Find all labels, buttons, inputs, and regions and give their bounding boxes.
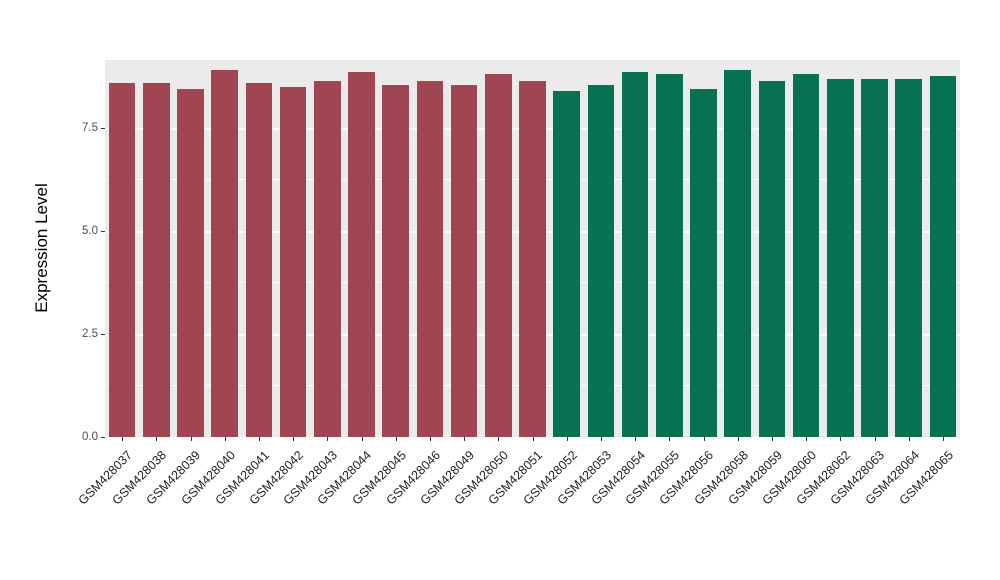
bar-GSM428049: [450, 84, 478, 437]
bar-GSM428054: [621, 72, 649, 437]
x-tick-mark: [293, 437, 295, 441]
bar-GSM428039: [177, 88, 204, 437]
bar-GSM428059: [758, 80, 786, 437]
bar-GSM428052: [553, 90, 581, 437]
bar-GSM428042: [279, 86, 307, 437]
bar-GSM428038: [142, 82, 170, 437]
y-tick-mark: [101, 230, 105, 232]
y-tick-label: 2.5: [82, 327, 98, 340]
plot-panel: [105, 60, 960, 439]
y-tick-mark: [101, 437, 105, 438]
bar-GSM428051: [519, 80, 546, 437]
y-tick-mark: [101, 333, 105, 335]
bar-GSM428043: [313, 80, 341, 437]
y-tick-label: 0.0: [82, 431, 98, 443]
bar-GSM428053: [587, 84, 615, 437]
x-tick-mark: [908, 437, 910, 441]
x-tick-mark: [258, 437, 260, 441]
bar-GSM428046: [416, 80, 444, 437]
y-tick-label: 5.0: [82, 224, 98, 237]
bar-GSM428045: [382, 84, 410, 437]
x-tick-mark: [840, 437, 842, 441]
x-tick-mark: [224, 437, 226, 441]
y-tick-label: 7.5: [82, 121, 98, 134]
x-tick-mark: [429, 437, 431, 441]
x-tick-mark: [532, 437, 534, 441]
bar-GSM428062: [826, 78, 854, 437]
x-tick-mark: [806, 437, 808, 441]
bar-GSM428041: [245, 82, 273, 437]
x-tick-mark: [600, 437, 602, 441]
bar-GSM428040: [211, 70, 239, 437]
bar-GSM428063: [861, 78, 888, 437]
x-tick-mark: [703, 437, 705, 441]
y-tick-mark: [101, 127, 105, 129]
x-tick-mark: [737, 437, 739, 441]
x-tick-mark: [327, 437, 329, 441]
x-tick-mark: [498, 437, 500, 441]
bar-GSM428065: [929, 76, 957, 437]
x-tick-mark: [122, 437, 124, 441]
x-tick-mark: [156, 437, 158, 441]
x-tick-mark: [874, 437, 876, 441]
bar-GSM428064: [895, 78, 923, 437]
y-axis-title: Expression Level: [32, 183, 51, 313]
bar-GSM428044: [348, 72, 375, 437]
x-tick-mark: [635, 437, 637, 441]
x-tick-mark: [566, 437, 568, 441]
x-tick-mark: [942, 437, 944, 441]
bar-GSM428058: [724, 70, 752, 437]
bar-GSM428055: [655, 74, 683, 437]
bar-GSM428060: [792, 74, 820, 437]
bar-GSM428050: [484, 74, 512, 437]
x-tick-mark: [669, 437, 671, 441]
x-tick-mark: [361, 437, 363, 441]
x-tick-mark: [464, 437, 466, 441]
bar-GSM428056: [690, 88, 717, 437]
x-tick-mark: [190, 437, 192, 441]
x-tick-mark: [771, 437, 773, 441]
x-tick-mark: [395, 437, 397, 441]
bar-GSM428037: [108, 82, 136, 437]
